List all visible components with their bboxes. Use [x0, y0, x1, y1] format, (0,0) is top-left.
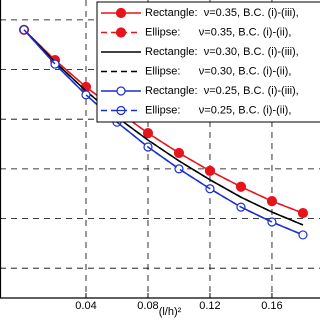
legend-label: Rectangle: ν=0.35, B.C. (i)-(iii),	[145, 7, 299, 19]
marker	[116, 86, 126, 96]
marker	[173, 147, 185, 159]
x-tick-label: 0.04	[75, 300, 96, 312]
marker	[115, 7, 127, 19]
x-tick-label: 0.12	[199, 300, 220, 312]
x-axis-label: (l/h)²	[159, 306, 182, 318]
marker	[298, 230, 308, 240]
series-line	[23, 29, 304, 236]
legend-label: Rectangle: ν=0.30, B.C. (i)-(iii),	[145, 46, 299, 58]
marker	[297, 207, 309, 219]
marker	[235, 181, 247, 192]
series-line	[23, 29, 304, 214]
legend: Rectangle: ν=0.35, B.C. (i)-(iii), Ellips…	[96, 1, 320, 123]
marker	[115, 27, 127, 38]
legend-label: Rectangle: ν=0.25, B.C. (i)-(iii),	[145, 85, 299, 97]
x-tick-label: 0.16	[261, 300, 282, 312]
legend-label: Ellipse: ν=0.30, B.C. (i)-(ii),	[145, 65, 291, 77]
marker	[267, 217, 277, 227]
legend-label: Ellipse: ν=0.35, B.C. (i)-(ii),	[145, 26, 291, 38]
series-line	[23, 29, 304, 226]
legend-label: Ellipse: ν=0.25, B.C. (i)-(ii),	[145, 104, 291, 116]
x-tick-label: 0.08	[137, 300, 158, 312]
legend-box	[96, 1, 320, 123]
